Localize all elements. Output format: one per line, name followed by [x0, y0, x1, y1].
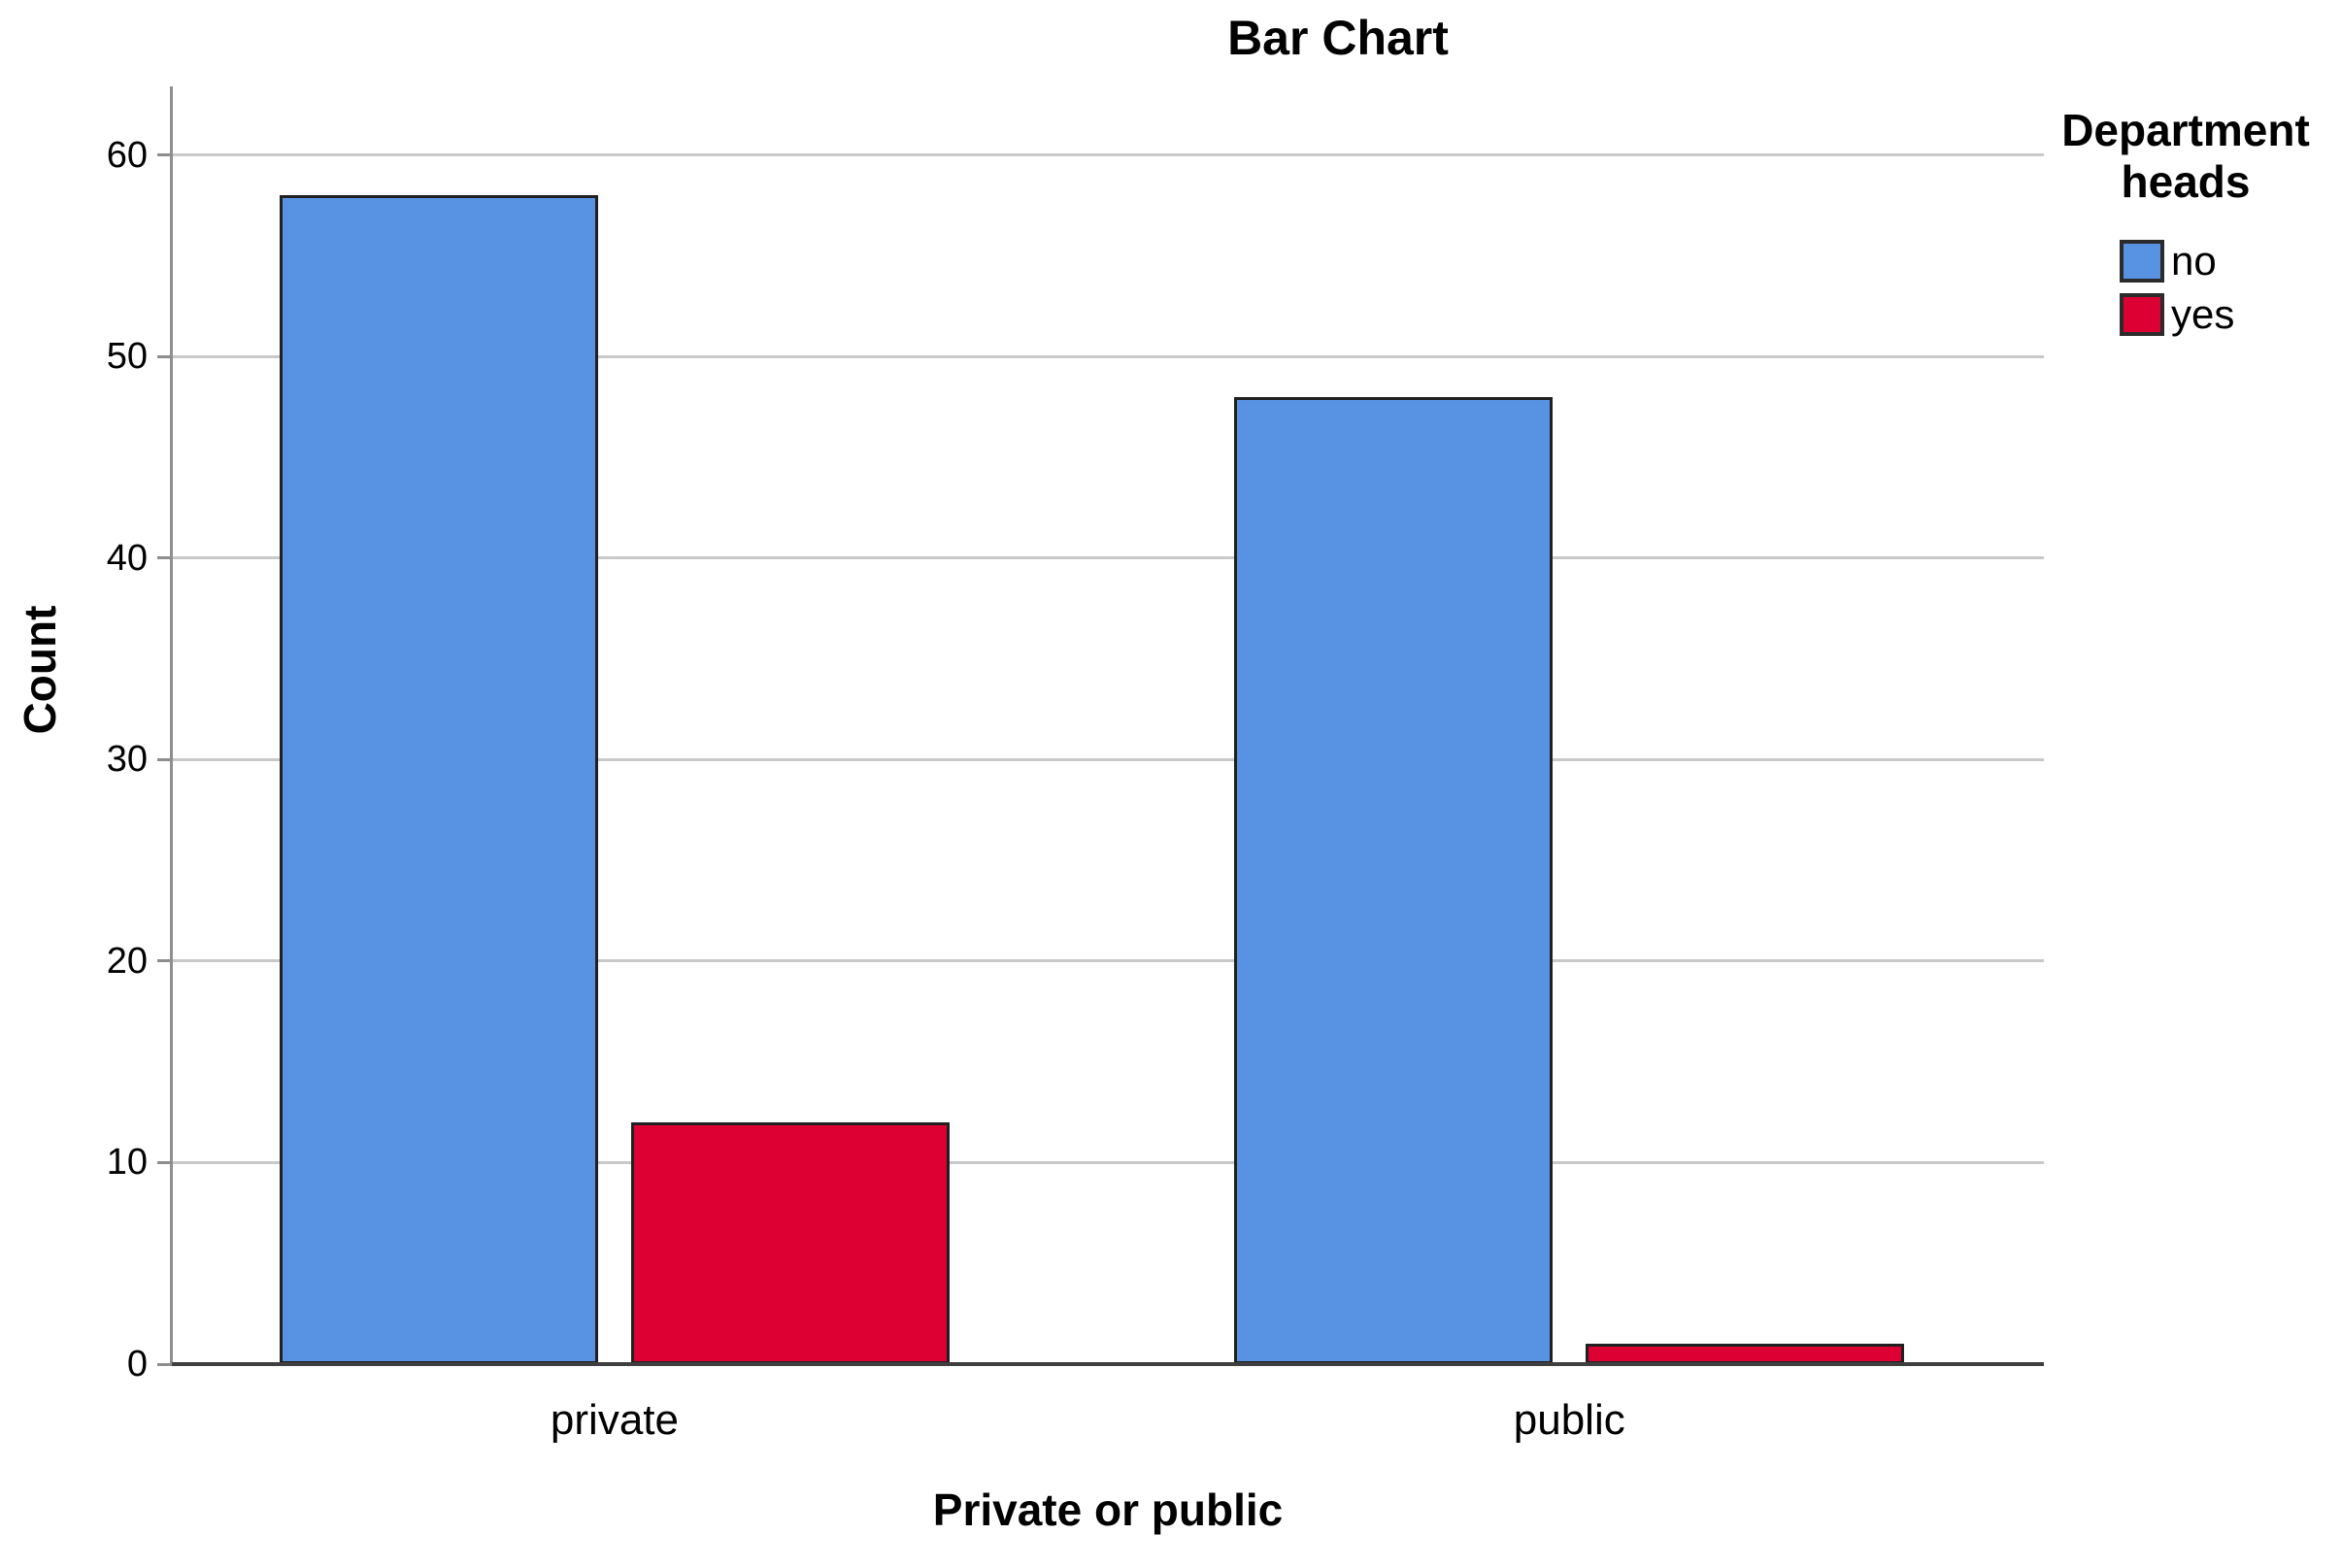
chart-title: Bar Chart — [1227, 11, 1449, 65]
y-tick-30 — [157, 757, 171, 761]
y-tick-0 — [157, 1362, 171, 1366]
x-tick-label-public: public — [1513, 1396, 1625, 1444]
legend: no yes — [2120, 240, 2234, 347]
gridline-20 — [172, 959, 2044, 963]
gridline-40 — [172, 556, 2044, 560]
y-tick-label-10: 10 — [106, 1142, 148, 1184]
y-tick-label-30: 30 — [106, 739, 148, 781]
legend-swatch-yes — [2120, 293, 2164, 336]
legend-title: Department heads — [2061, 105, 2310, 207]
bar-public-yes — [1586, 1344, 1905, 1364]
y-tick-label-40: 40 — [106, 537, 148, 579]
gridline-50 — [172, 354, 2044, 358]
y-tick-10 — [157, 1160, 171, 1164]
legend-label-no: no — [2171, 238, 2217, 284]
y-tick-label-20: 20 — [106, 940, 148, 982]
y-tick-50 — [157, 354, 171, 358]
legend-label-yes: yes — [2171, 291, 2235, 337]
x-axis-title: Private or public — [932, 1485, 1284, 1535]
gridline-30 — [172, 757, 2044, 761]
y-tick-20 — [157, 959, 171, 963]
y-tick-40 — [157, 556, 171, 560]
y-tick-label-0: 0 — [126, 1344, 148, 1385]
x-tick-label-private: private — [550, 1396, 680, 1444]
legend-item-no: no — [2120, 240, 2234, 283]
y-axis-line — [170, 86, 173, 1366]
legend-item-yes: yes — [2120, 293, 2234, 336]
bar-private-yes — [630, 1121, 950, 1364]
bar-private-no — [279, 195, 598, 1364]
bar-public-no — [1234, 396, 1554, 1364]
y-tick-label-50: 50 — [106, 336, 148, 378]
gridline-10 — [172, 1160, 2044, 1164]
x-axis-line — [172, 1362, 2044, 1366]
y-tick-60 — [157, 153, 171, 157]
legend-swatch-no — [2120, 240, 2164, 283]
y-tick-label-60: 60 — [106, 134, 148, 176]
gridline-60 — [172, 153, 2044, 157]
